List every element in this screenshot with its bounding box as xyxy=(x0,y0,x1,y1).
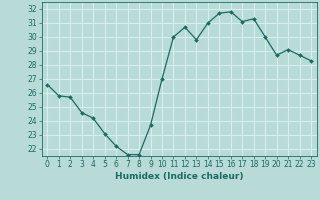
X-axis label: Humidex (Indice chaleur): Humidex (Indice chaleur) xyxy=(115,172,244,181)
